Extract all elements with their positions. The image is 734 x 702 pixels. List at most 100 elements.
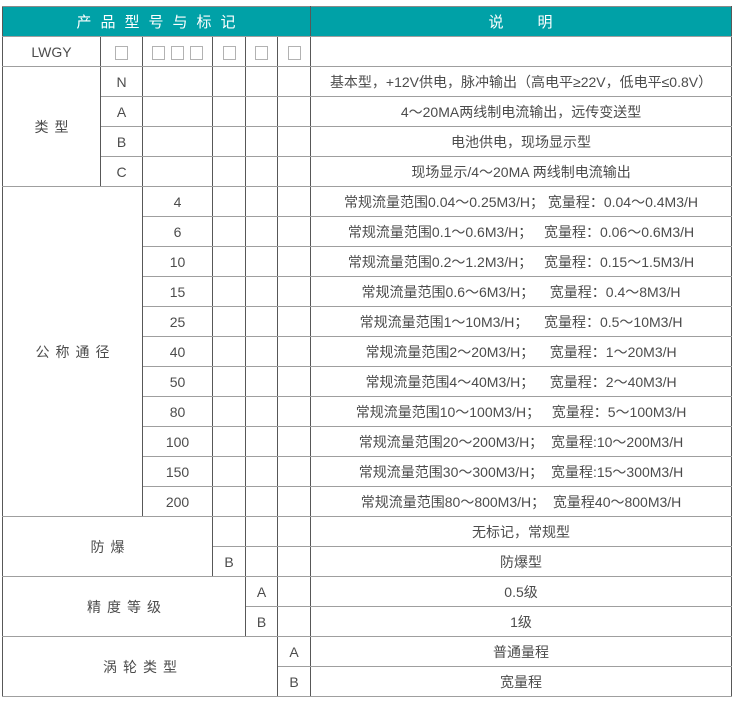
empty-cell — [245, 336, 278, 367]
empty-cell — [276, 516, 312, 547]
empty-cell — [276, 216, 312, 247]
table-row: 50 常规流量范围4～40M3/H； 宽量程：2～40M3/H — [3, 366, 732, 397]
empty-cell — [276, 486, 312, 517]
model-digit-box-icon — [287, 45, 301, 60]
code-cell: 15 — [142, 276, 213, 307]
desc-cell: 宽量程 — [310, 666, 732, 697]
empty-cell — [245, 216, 278, 247]
desc-cell: 常规流量范围0.04～0.25M3/H； 宽量程：0.04～0.4M3/H — [310, 186, 732, 217]
desc-cell: 电池供电，现场显示型 — [310, 126, 732, 157]
model-code-cell: LWGY — [2, 36, 101, 67]
empty-cell — [212, 366, 246, 397]
code-cell: 4 — [142, 186, 213, 217]
table-row: 150 常规流量范围30～300M3/H； 宽量程:15～300M3/H — [3, 456, 732, 487]
header-model-title: 产品型号与标记 — [1, 6, 312, 37]
empty-cell — [245, 306, 278, 337]
code-cell: N — [100, 66, 143, 97]
code-cell: A — [245, 576, 278, 607]
empty-cell — [276, 546, 312, 577]
desc-cell: 常规流量范围4～40M3/H； 宽量程：2～40M3/H — [310, 366, 732, 397]
empty-cell — [276, 156, 312, 187]
table-row: B 电池供电，现场显示型 — [3, 126, 732, 157]
empty-cell — [245, 276, 278, 307]
table-row: 公称通径 4 常规流量范围0.04～0.25M3/H； 宽量程：0.04～0.4… — [2, 186, 732, 517]
desc-cell: 常规流量范围1～10M3/H； 宽量程：0.5～10M3/H — [310, 306, 732, 337]
desc-cell: 1级 — [310, 606, 732, 637]
code-cell — [212, 516, 246, 547]
empty-cell — [212, 426, 246, 457]
empty-cell — [276, 576, 312, 607]
table-row: C 现场显示/4～20MA 两线制电流输出 — [3, 156, 732, 187]
empty-cell — [212, 216, 246, 247]
table-row: 6 常规流量范围0.1～0.6M3/H； 宽量程：0.06～0.6M3/H — [3, 216, 732, 247]
empty-cell — [212, 246, 246, 277]
empty-cell — [276, 186, 312, 217]
desc-cell: 常规流量范围0.2～1.2M3/H； 宽量程：0.15～1.5M3/H — [310, 246, 732, 277]
code-cell: 150 — [142, 456, 213, 487]
section-label-explosion: 防爆 — [2, 516, 213, 577]
code-cell: 40 — [142, 336, 213, 367]
empty-cell — [276, 276, 312, 307]
code-cell: B — [100, 126, 143, 157]
header-desc-title: 说明 — [310, 6, 732, 37]
table-row: 类型 N 基本型，+12V供电，脉冲输出（高电平≥22V，低电平≤0.8V） — [2, 66, 732, 187]
table-row: 精度等级 A 0.5级 — [2, 576, 732, 637]
code-cell: 6 — [142, 216, 213, 247]
desc-cell: 常规流量范围10～100M3/H； 宽量程：5～100M3/H — [310, 396, 732, 427]
desc-cell: 无标记，常规型 — [310, 516, 732, 547]
model-digit-cell-diameter — [142, 36, 213, 67]
desc-cell: 基本型，+12V供电，脉冲输出（高电平≥22V，低电平≤0.8V） — [310, 66, 732, 97]
model-digit-cell-turbine — [276, 36, 312, 67]
empty-cell — [142, 156, 213, 187]
section-label-type: 类型 — [2, 66, 101, 187]
code-cell: C — [100, 156, 143, 187]
table-row: 涡轮类型 A 普通量程 — [2, 636, 732, 697]
empty-cell — [212, 456, 246, 487]
code-cell: B — [245, 606, 278, 637]
empty-cell — [212, 126, 246, 157]
code-cell: A — [100, 96, 143, 127]
table-row: 15 常规流量范围0.6～6M3/H； 宽量程：0.4～8M3/H — [3, 276, 732, 307]
empty-cell — [276, 426, 312, 457]
code-cell: 50 — [142, 366, 213, 397]
desc-cell: 0.5级 — [310, 576, 732, 607]
desc-cell: 常规流量范围20～200M3/H； 宽量程:10～200M3/H — [310, 426, 732, 457]
empty-cell — [142, 66, 213, 97]
model-digit-box-icon — [222, 45, 236, 60]
code-cell: 200 — [142, 486, 213, 517]
empty-cell — [245, 96, 278, 127]
code-cell: B — [212, 546, 246, 577]
empty-cell — [245, 396, 278, 427]
empty-cell — [276, 66, 312, 97]
model-digit-cell-type — [100, 36, 143, 67]
empty-cell — [212, 186, 246, 217]
table-row: B 1级 — [3, 606, 732, 637]
model-digit-box-icon — [190, 45, 203, 60]
empty-cell — [212, 396, 246, 427]
code-cell: 80 — [142, 396, 213, 427]
desc-cell: 现场显示/4～20MA 两线制电流输出 — [310, 156, 732, 187]
code-cell: 100 — [142, 426, 213, 457]
empty-cell — [142, 126, 213, 157]
code-cell: 10 — [142, 246, 213, 277]
model-spec-table: 产品型号与标记 说明 LWGY 类型 N 基本型，+12V供电，脉冲输出（高电平… — [1, 6, 732, 697]
desc-cell: 常规流量范围0.1～0.6M3/H； 宽量程：0.06～0.6M3/H — [310, 216, 732, 247]
empty-cell — [212, 486, 246, 517]
empty-cell — [245, 546, 278, 577]
empty-cell — [212, 336, 246, 367]
model-digit-box-icon — [115, 45, 128, 60]
table-row: 40 常规流量范围2～20M3/H； 宽量程：1～20M3/H — [3, 336, 732, 367]
section-label-accuracy: 精度等级 — [2, 576, 246, 637]
desc-cell: 常规流量范围0.6～6M3/H； 宽量程：0.4～8M3/H — [310, 276, 732, 307]
empty-cell — [245, 366, 278, 397]
empty-cell — [142, 96, 213, 127]
empty-cell — [276, 126, 312, 157]
desc-cell: 常规流量范围80～800M3/H； 宽量程40～800M3/H — [310, 486, 732, 517]
desc-cell: 常规流量范围2～20M3/H； 宽量程：1～20M3/H — [310, 336, 732, 367]
model-digit-cell-accuracy — [245, 36, 278, 67]
model-code-row: LWGY — [2, 36, 732, 67]
empty-cell — [245, 246, 278, 277]
table-row: 防爆 无标记，常规型 — [2, 516, 732, 577]
empty-cell — [276, 96, 312, 127]
